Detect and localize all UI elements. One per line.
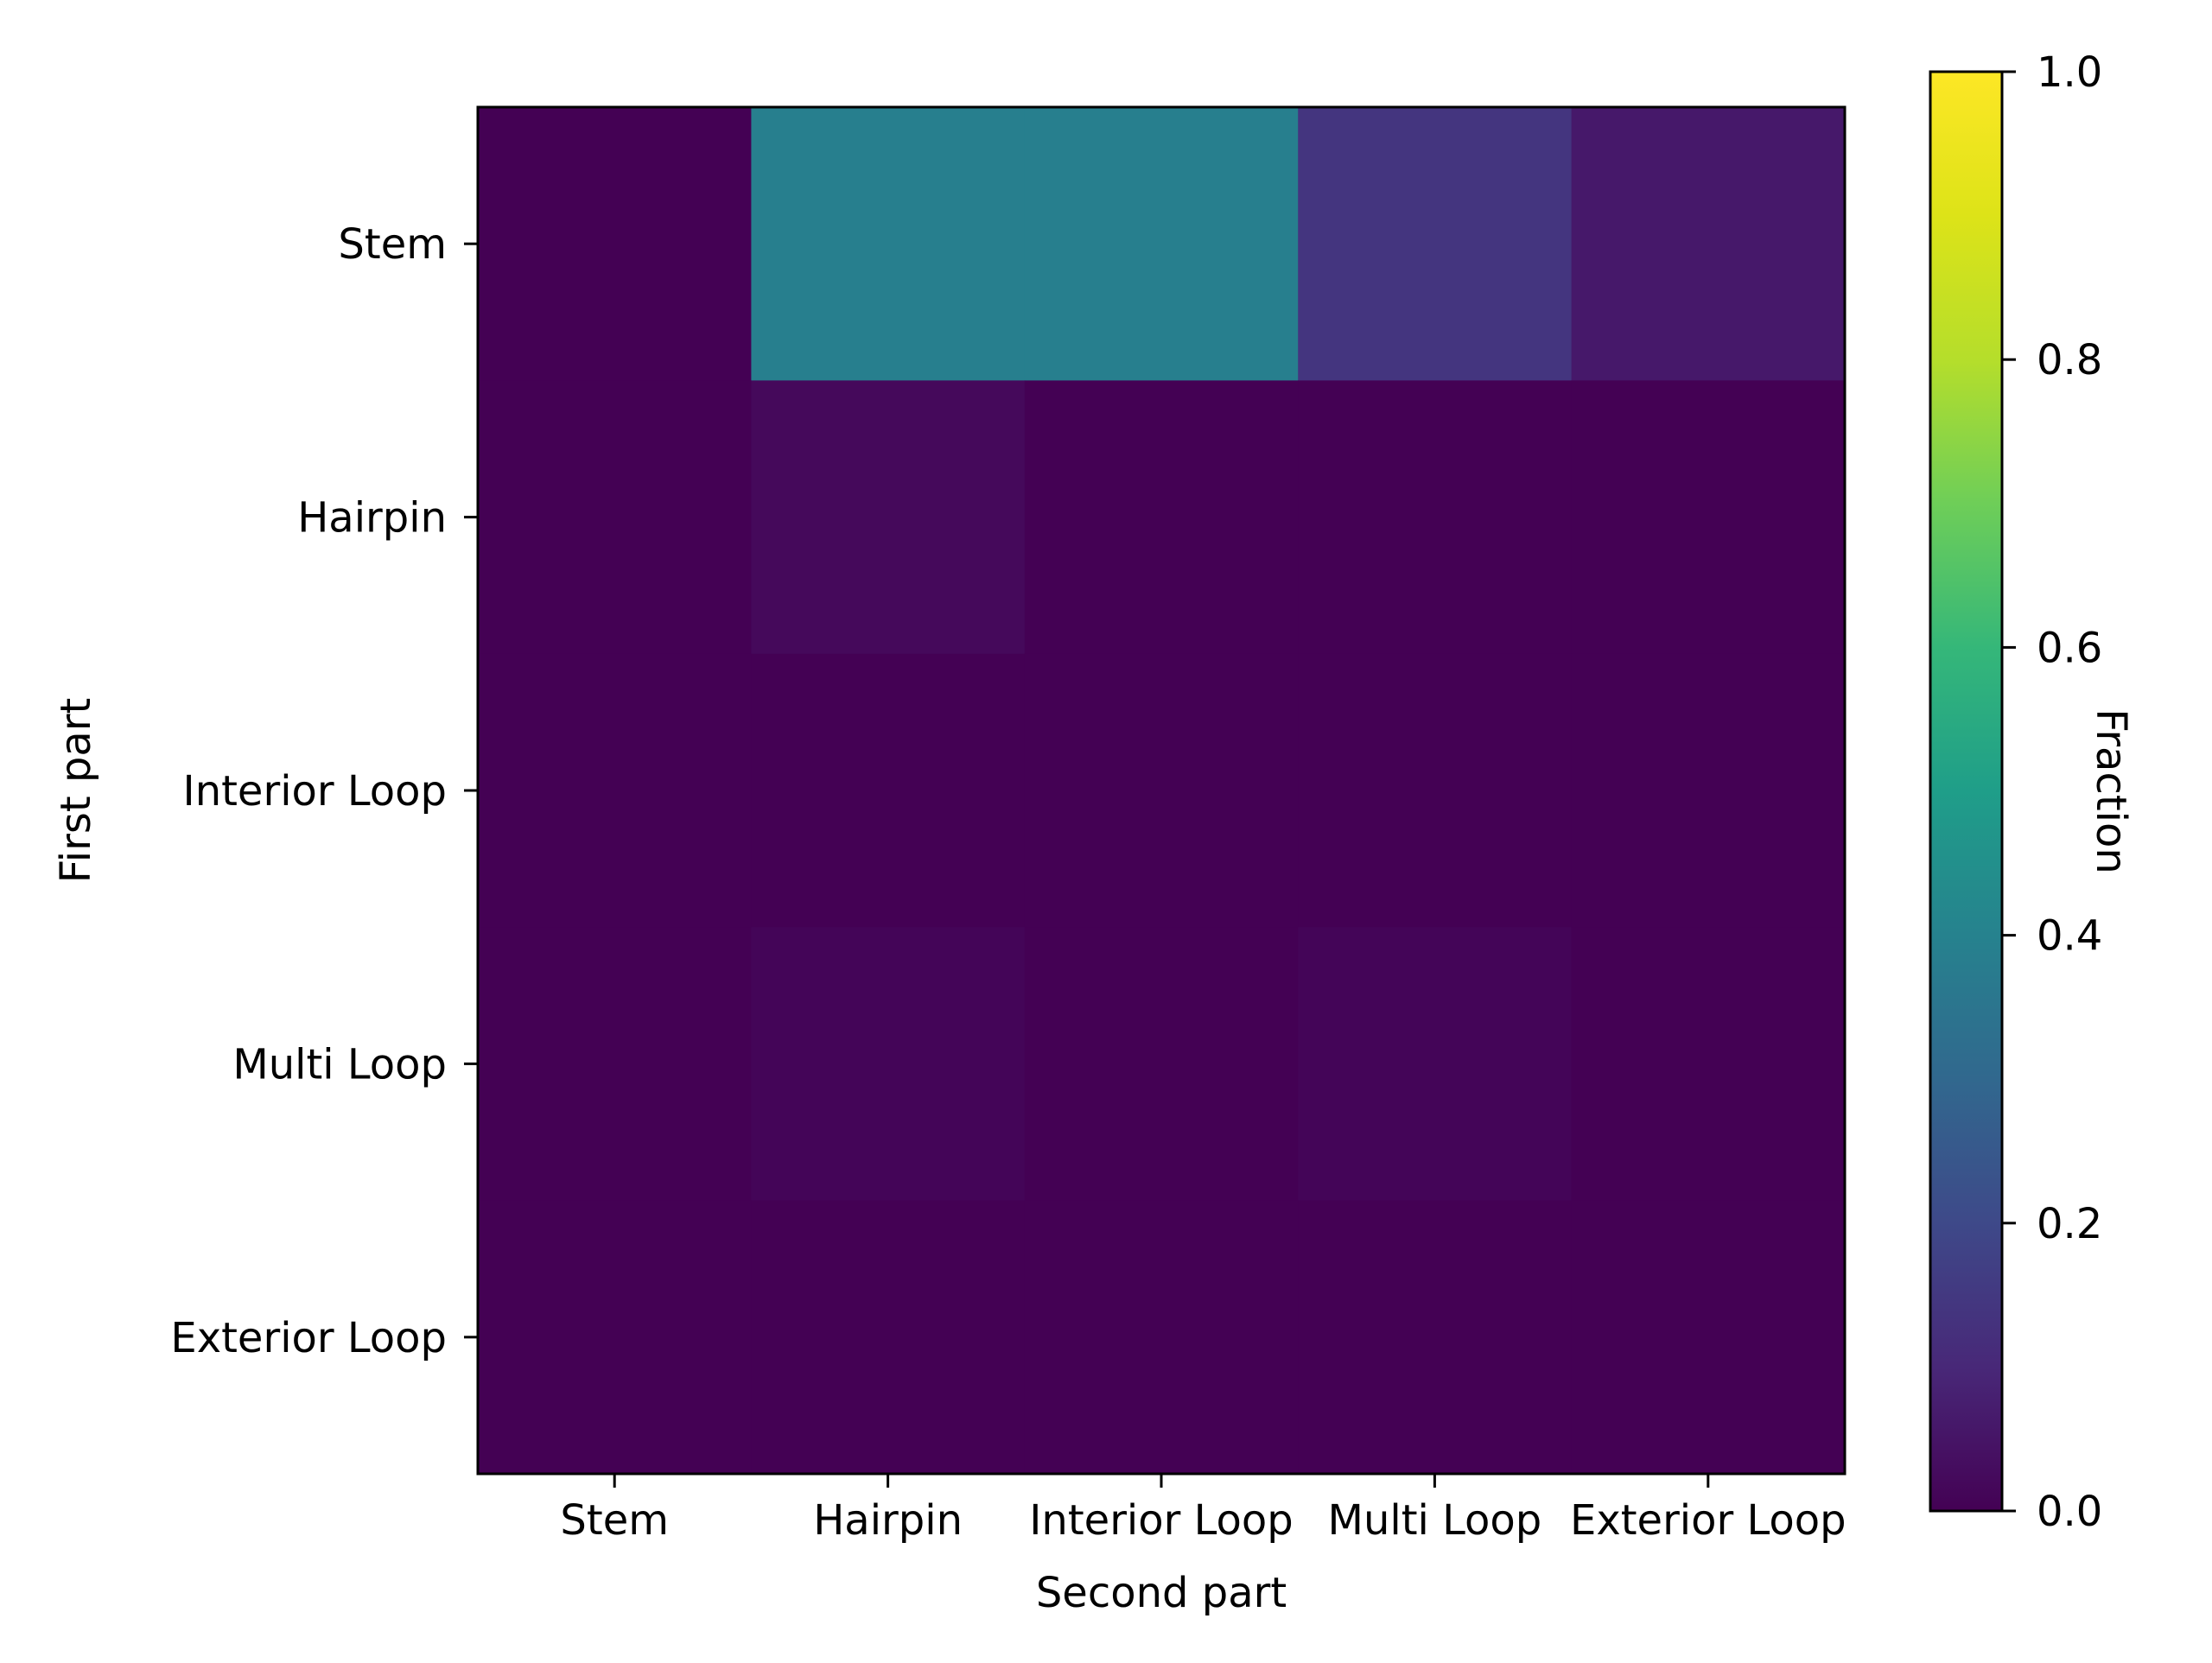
heatmap-cell: [1571, 380, 1846, 655]
x-tick-label: Hairpin: [813, 1496, 963, 1545]
colorbar-ticks: 0.0 0.2 0.4 0.6 0.8 1.0: [2002, 48, 2102, 1536]
heatmap-cell: [1024, 380, 1299, 655]
heatmap-cell: [1024, 927, 1299, 1202]
heatmap-cell: [1024, 653, 1299, 928]
colorbar: [1929, 70, 2004, 1513]
heatmap-cell: [751, 107, 1026, 381]
colorbar-tick-label: 0.0: [2037, 1488, 2102, 1536]
heatmap-cells: [478, 107, 1846, 1475]
heatmap-cell: [751, 1200, 1026, 1475]
x-tick-label: Interior Loop: [1029, 1496, 1293, 1545]
x-axis-label: Second part: [1036, 1569, 1287, 1617]
heatmap-cell: [1571, 107, 1846, 381]
colorbar-tick-label: 1.0: [2037, 48, 2102, 97]
heatmap-cell: [1298, 927, 1573, 1202]
heatmap-cell: [751, 653, 1026, 928]
y-tick-label: Stem: [338, 220, 447, 269]
heatmap-cell: [1298, 380, 1573, 655]
heatmap-cell: [478, 653, 752, 928]
heatmap-cell: [478, 380, 752, 655]
heatmap-cell: [1571, 927, 1846, 1202]
colorbar-tick-label: 0.8: [2037, 336, 2102, 384]
y-tick-label: Multi Loop: [232, 1040, 447, 1089]
y-axis-ticks: Stem Hairpin Interior Loop Multi Loop Exteri…: [170, 220, 478, 1362]
x-tick-label: Multi Loop: [1328, 1496, 1542, 1545]
heatmap-cell: [1298, 1200, 1573, 1475]
y-tick-label: Exterior Loop: [170, 1314, 447, 1362]
heatmap-cell: [478, 1200, 752, 1475]
y-axis-label: First part: [52, 698, 100, 884]
y-tick-label: Hairpin: [297, 494, 447, 543]
heatmap-cell: [1298, 653, 1573, 928]
x-tick-label: Stem: [560, 1496, 669, 1545]
colorbar-tick-label: 0.2: [2037, 1200, 2102, 1248]
heatmap-cell: [1024, 1200, 1299, 1475]
heatmap-cell: [1571, 653, 1846, 928]
colorbar-tick-label: 0.6: [2037, 624, 2102, 672]
heatmap-cell: [478, 927, 752, 1202]
heatmap-cell: [1024, 107, 1299, 381]
heatmap-cell: [751, 380, 1026, 655]
colorbar-label: Fraction: [2087, 708, 2135, 874]
heatmap-cell: [751, 927, 1026, 1202]
heatmap-cell: [1571, 1200, 1846, 1475]
heatmap-cell: [478, 107, 752, 381]
x-tick-label: Exterior Loop: [1570, 1496, 1847, 1545]
x-axis-ticks: Stem Hairpin Interior Loop Multi Loop Exteri…: [560, 1474, 1847, 1545]
y-tick-label: Interior Loop: [183, 767, 447, 816]
heatmap-cell: [1298, 107, 1573, 381]
colorbar-tick-label: 0.4: [2037, 912, 2102, 961]
